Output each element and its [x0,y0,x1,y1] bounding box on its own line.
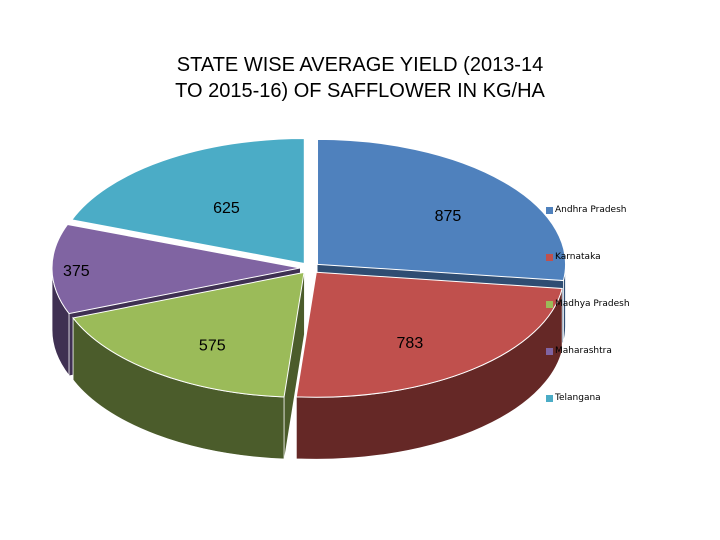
chart-title: STATE WISE AVERAGE YIELD (2013-14 TO 201… [70,52,650,104]
data-label-karnataka: 783 [397,335,424,352]
chart-title-line-2: TO 2015-16) OF SAFFLOWER IN KG/HA [175,80,545,102]
data-label-madhya-pradesh: 575 [199,338,226,355]
legend-item-telangana: Telangana [546,391,601,405]
slice-madhya-pradesh [72,271,305,398]
slice-cut-madhya-pradesh [284,272,305,460]
legend-label: Karnataka [555,252,601,262]
legend-label: Telangana [555,393,601,403]
legend-label: Madhya Pradesh [555,299,630,309]
legend-item-andhra-pradesh: Andhra Pradesh [546,203,626,217]
legend-item-madhya-pradesh: Madhya Pradesh [546,297,630,311]
slice-maharashtra [51,223,301,315]
legend-swatch [546,206,553,214]
data-label-andhra-pradesh: 875 [435,208,462,225]
slice-karnataka [295,271,563,398]
chart-title-line-1: STATE WISE AVERAGE YIELD (2013-14 [176,54,544,76]
legend-swatch [546,347,553,355]
legend-swatch [546,300,553,308]
legend-swatch [546,253,553,261]
legend-label: Andhra Pradesh [555,205,627,215]
legend-item-karnataka: Karnataka [546,250,601,264]
data-label-maharashtra: 375 [63,263,90,280]
data-label-telangana: 625 [213,200,240,217]
slice-andhra-pradesh [317,138,566,282]
legend-swatch [546,394,553,402]
slice-telangana [70,137,305,265]
legend-label: Maharashtra [555,346,612,356]
legend-item-maharashtra: Maharashtra [546,344,612,358]
